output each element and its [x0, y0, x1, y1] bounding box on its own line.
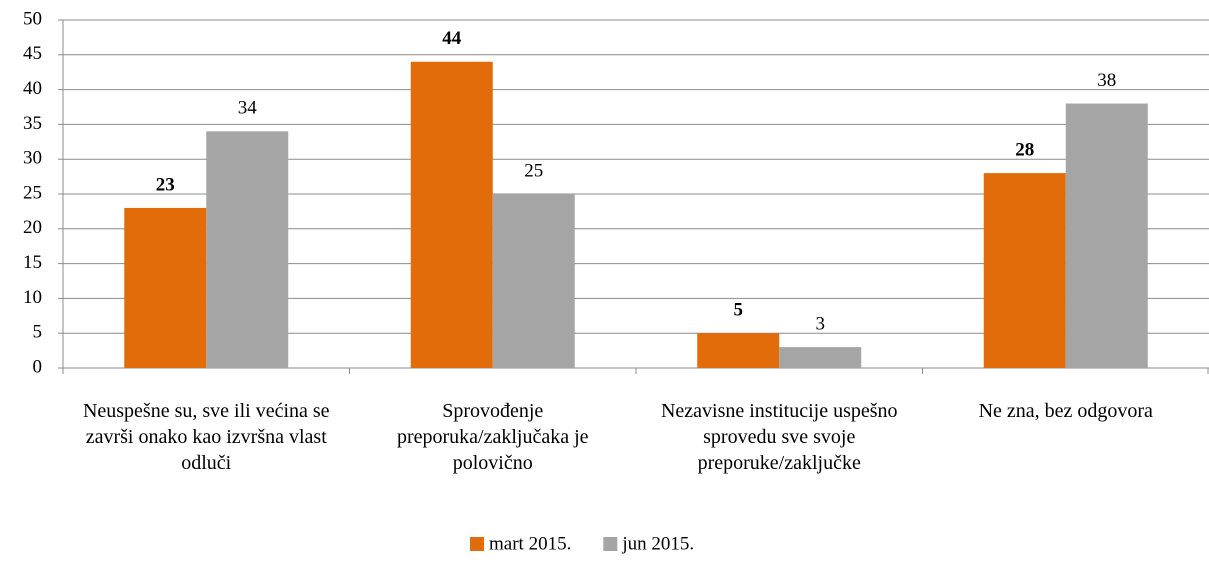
y-tick-label: 30: [23, 148, 42, 169]
data-label: 5: [734, 300, 744, 321]
x-tick-label: Neuspešne su, sve ili većina se završi o…: [82, 400, 330, 474]
data-label: 28: [1015, 139, 1034, 160]
data-label: 23: [156, 174, 175, 195]
y-tick-label: 35: [23, 113, 42, 134]
y-tick-label: 50: [23, 8, 42, 29]
y-tick-label: 20: [23, 217, 42, 238]
data-label: 44: [442, 28, 462, 49]
y-tick-label: 5: [33, 322, 43, 343]
bar: [492, 194, 575, 368]
bar: [124, 207, 207, 368]
bar: [206, 131, 289, 368]
data-label: 25: [524, 160, 543, 181]
x-tick-label: Sprovođenje preporuka/zaključaka je polo…: [396, 400, 589, 474]
y-tick-label: 10: [23, 287, 42, 308]
data-label: 38: [1097, 70, 1116, 91]
y-tick-label: 40: [23, 78, 42, 99]
y-tick-label: 0: [33, 356, 43, 377]
bar: [779, 347, 862, 368]
bar: [1065, 103, 1148, 369]
y-tick-label: 25: [23, 182, 42, 203]
legend-label: jun 2015.: [621, 533, 694, 554]
legend-swatch: [470, 537, 484, 551]
legend-label: mart 2015.: [489, 533, 571, 554]
legend-swatch: [603, 537, 618, 551]
bar: [983, 173, 1066, 368]
bar: [410, 61, 493, 368]
data-label: 34: [238, 98, 258, 119]
data-label: 3: [816, 313, 826, 334]
bar: [697, 333, 780, 368]
x-tick-label: Ne zna, bez odgovora: [978, 400, 1153, 422]
x-tick-label: Nezavisne institucije uspešno sprovedu s…: [660, 400, 898, 474]
y-tick-label: 15: [23, 252, 42, 273]
y-tick-label: 45: [23, 43, 42, 64]
